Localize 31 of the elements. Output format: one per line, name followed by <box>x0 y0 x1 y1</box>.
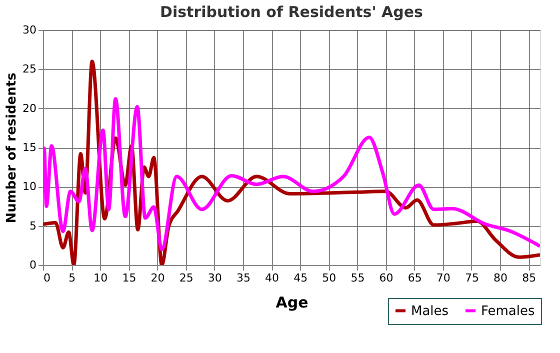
y-tick-label: 10 <box>22 180 36 194</box>
y-tick-label: 25 <box>22 62 36 76</box>
x-tick-label: 0 <box>44 272 50 284</box>
x-tick-label: 40 <box>265 272 280 284</box>
x-tick-label: 50 <box>322 272 336 284</box>
line-series <box>43 97 540 252</box>
x-tick-label: 30 <box>208 272 222 284</box>
x-tick-label: 5 <box>68 272 76 284</box>
x-tick-label: 80 <box>494 272 508 284</box>
y-axis-title: Number of residents <box>4 72 20 224</box>
legend-label: Males <box>411 304 449 319</box>
x-tick-label: 75 <box>464 272 479 284</box>
x-tick-label: 55 <box>350 272 365 284</box>
x-tick-label: 25 <box>179 272 194 284</box>
x-tick-label: 35 <box>236 272 250 284</box>
x-tick-label: 20 <box>150 272 165 284</box>
chart-title: Distribution of Residents' Ages <box>160 3 424 21</box>
x-tick-label: 85 <box>522 272 536 284</box>
x-tick-label: 65 <box>408 272 422 284</box>
y-tick-label: 30 <box>22 24 36 36</box>
x-tick-label: 15 <box>122 272 136 284</box>
y-tick-label: 20 <box>22 102 36 115</box>
x-tick-label: 45 <box>294 272 308 284</box>
y-tick-label: 0 <box>30 258 36 272</box>
x-axis-title: Age <box>276 294 308 312</box>
y-tick-label: 5 <box>30 219 36 232</box>
x-tick-label: 70 <box>436 272 450 284</box>
legend-label: Females <box>481 304 536 319</box>
x-tick-label: 10 <box>94 272 108 284</box>
x-tick-label: 60 <box>379 272 394 284</box>
y-tick-label: 15 <box>22 141 36 154</box>
